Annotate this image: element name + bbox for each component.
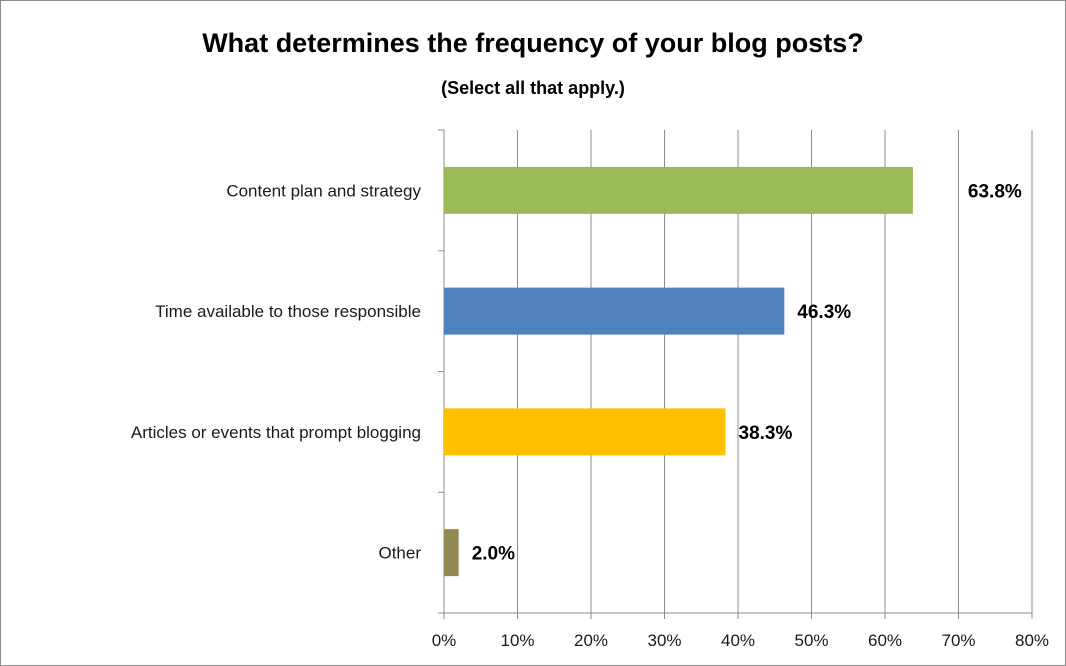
- bar: [444, 166, 913, 214]
- category-label: Time available to those responsible: [155, 302, 421, 321]
- x-tick-label: 10%: [500, 631, 534, 650]
- data-label: 63.8%: [968, 181, 1022, 202]
- bar: [444, 287, 785, 335]
- x-tick-label: 30%: [647, 631, 681, 650]
- chart-subtitle: (Select all that apply.): [441, 78, 625, 98]
- category-label: Articles or events that prompt blogging: [131, 423, 421, 442]
- data-label: 2.0%: [472, 544, 515, 565]
- chart-title: What determines the frequency of your bl…: [202, 28, 864, 58]
- x-tick-label: 50%: [794, 631, 828, 650]
- bar: [444, 408, 726, 456]
- x-tick-label: 0%: [432, 631, 457, 650]
- category-label: Other: [378, 544, 421, 563]
- data-label: 46.3%: [797, 302, 851, 323]
- bar: [444, 529, 459, 577]
- x-tick-label: 40%: [721, 631, 755, 650]
- x-tick-label: 80%: [1015, 631, 1049, 650]
- x-tick-label: 60%: [868, 631, 902, 650]
- x-tick-label: 70%: [941, 631, 975, 650]
- category-label: Content plan and strategy: [226, 181, 421, 200]
- x-tick-label: 20%: [574, 631, 608, 650]
- data-label: 38.3%: [739, 423, 793, 444]
